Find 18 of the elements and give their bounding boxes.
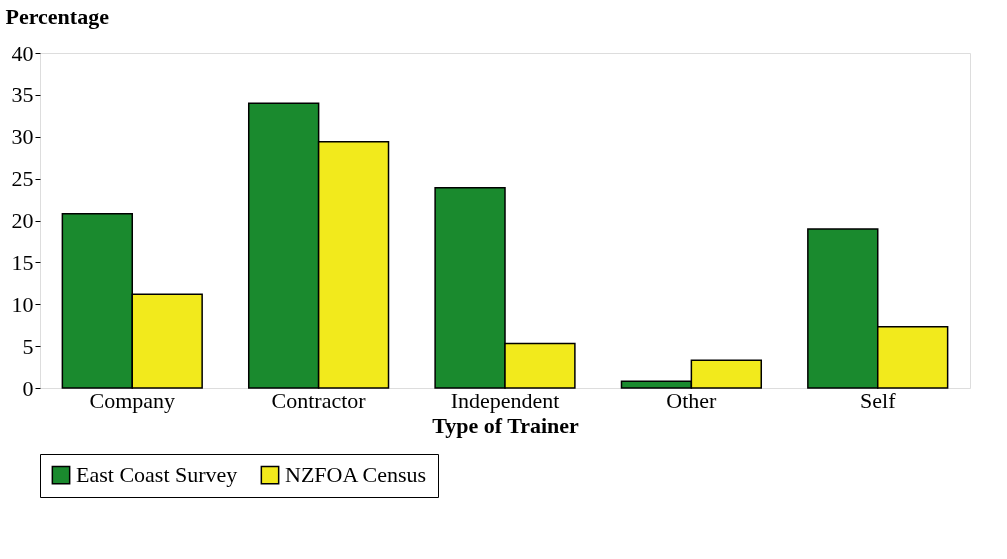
x-axis-title: Type of Trainer [432, 412, 580, 438]
x-tick-label: Other [666, 387, 718, 413]
y-tick-label: 25 [11, 166, 34, 192]
legend-label: NZFOA Census [285, 462, 427, 488]
legend-label: East Coast Survey [76, 462, 238, 488]
x-tick-label: Contractor [271, 387, 367, 413]
y-axis-title: Percentage [5, 3, 110, 29]
x-tick-label: Self [860, 387, 897, 413]
y-tick-label: 15 [11, 249, 34, 275]
y-tick-label: 30 [11, 124, 34, 150]
y-tick-label: 35 [11, 82, 34, 108]
y-tick-label: 10 [11, 291, 34, 317]
y-tick-label: 40 [11, 40, 34, 66]
x-tick-label: Independent [450, 387, 560, 413]
x-tick-label: Company [89, 387, 176, 413]
y-tick-label: 5 [22, 333, 34, 359]
y-tick-label: 20 [11, 208, 34, 233]
y-tick-label: 0 [22, 375, 34, 401]
